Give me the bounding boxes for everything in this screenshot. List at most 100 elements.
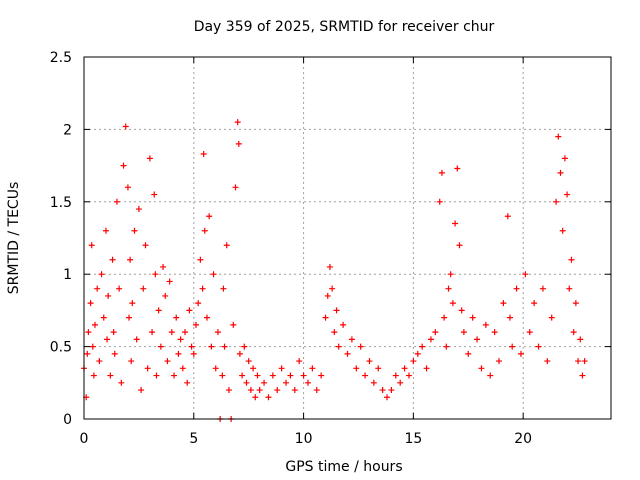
y-tick-label: 0 xyxy=(63,412,72,428)
data-point xyxy=(241,343,248,350)
plot-border xyxy=(83,56,612,420)
data-point xyxy=(126,314,133,321)
data-point xyxy=(478,365,485,372)
data-point xyxy=(160,263,167,270)
data-point xyxy=(324,292,331,299)
data-point xyxy=(256,387,263,394)
data-point xyxy=(517,350,524,357)
x-tick-label: 10 xyxy=(295,431,313,447)
data-point xyxy=(283,379,290,386)
data-point xyxy=(335,343,342,350)
data-point xyxy=(157,343,164,350)
data-point xyxy=(107,372,114,379)
data-point xyxy=(195,300,202,307)
data-point xyxy=(535,343,542,350)
data-point xyxy=(329,285,336,292)
data-point xyxy=(94,285,101,292)
data-point xyxy=(173,314,180,321)
data-point xyxy=(300,372,307,379)
data-point xyxy=(166,278,173,285)
data-point xyxy=(436,198,443,205)
data-point xyxy=(333,307,340,314)
data-point xyxy=(269,372,276,379)
data-point xyxy=(197,256,204,263)
data-point xyxy=(526,329,533,336)
data-point xyxy=(212,365,219,372)
data-point xyxy=(116,285,123,292)
data-point xyxy=(243,379,250,386)
data-point xyxy=(179,365,186,372)
data-point xyxy=(98,271,105,278)
data-point xyxy=(201,227,208,234)
data-point xyxy=(561,155,568,162)
data-point xyxy=(208,343,215,350)
data-point xyxy=(568,256,575,263)
data-point xyxy=(419,343,426,350)
data-point xyxy=(96,358,103,365)
data-point xyxy=(579,372,586,379)
data-point xyxy=(504,213,511,220)
x-tick-label: 20 xyxy=(514,431,532,447)
data-point xyxy=(522,271,529,278)
data-point xyxy=(443,343,450,350)
data-point xyxy=(278,365,285,372)
data-point xyxy=(151,191,158,198)
data-point xyxy=(149,329,156,336)
data-point xyxy=(232,184,239,191)
y-tick-label: 0.5 xyxy=(50,340,72,356)
data-point xyxy=(171,372,178,379)
data-point xyxy=(344,350,351,357)
data-point xyxy=(353,365,360,372)
data-point xyxy=(152,271,159,278)
data-point xyxy=(146,155,153,162)
data-point xyxy=(509,343,516,350)
data-point xyxy=(192,321,199,328)
data-point xyxy=(287,372,294,379)
data-point xyxy=(309,365,316,372)
data-point xyxy=(142,242,149,249)
data-point xyxy=(313,387,320,394)
data-point xyxy=(254,372,261,379)
data-point xyxy=(397,379,404,386)
data-point xyxy=(496,358,503,365)
data-point xyxy=(109,256,116,263)
x-tick-label: 0 xyxy=(80,431,89,447)
data-point xyxy=(432,329,439,336)
x-axis-label: GPS time / hours xyxy=(285,459,402,475)
data-point xyxy=(291,387,298,394)
data-point xyxy=(239,372,246,379)
data-point xyxy=(449,300,456,307)
data-point xyxy=(88,242,95,249)
data-point xyxy=(91,321,98,328)
data-point xyxy=(531,300,538,307)
data-point xyxy=(379,387,386,394)
chart-title: Day 359 of 2025, SRMTID for receiver chu… xyxy=(194,19,495,35)
data-point xyxy=(221,343,228,350)
data-point xyxy=(326,263,333,270)
data-point xyxy=(296,358,303,365)
data-point xyxy=(135,206,142,213)
data-point xyxy=(348,336,355,343)
data-point xyxy=(235,140,242,147)
data-point xyxy=(340,321,347,328)
data-point xyxy=(219,372,226,379)
data-point xyxy=(423,365,430,372)
data-point xyxy=(572,300,579,307)
data-point xyxy=(153,372,160,379)
data-points xyxy=(81,119,588,422)
data-point xyxy=(553,198,560,205)
data-point xyxy=(138,387,145,394)
data-point xyxy=(438,169,445,176)
data-point xyxy=(465,350,472,357)
data-point xyxy=(375,365,382,372)
data-point xyxy=(362,372,369,379)
data-point xyxy=(564,191,571,198)
data-point xyxy=(388,387,395,394)
data-point xyxy=(140,285,147,292)
data-point xyxy=(427,336,434,343)
data-point xyxy=(245,358,252,365)
y-tick-label: 2.5 xyxy=(50,50,72,66)
data-point xyxy=(331,329,338,336)
data-point xyxy=(456,242,463,249)
data-point xyxy=(366,358,373,365)
